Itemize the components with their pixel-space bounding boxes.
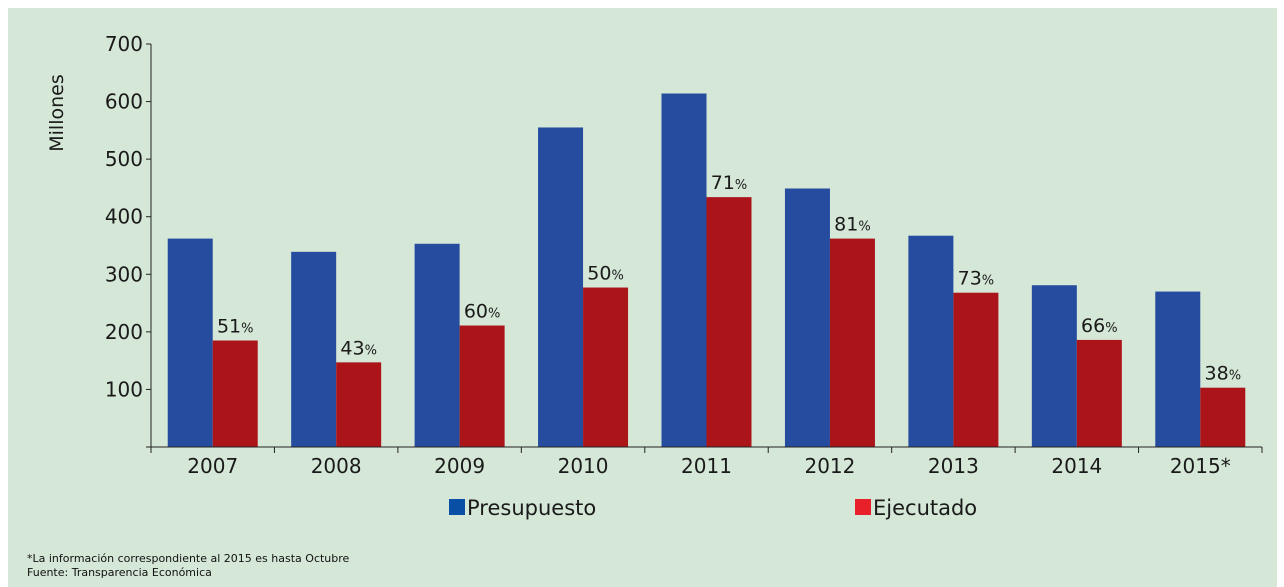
x-tick-label: 2012 xyxy=(804,454,855,478)
bar-presupuesto xyxy=(661,93,707,448)
footnotes: *La información correspondiente al 2015 … xyxy=(27,552,349,580)
x-tick-label: 2009 xyxy=(434,454,485,478)
x-tick-label: 2011 xyxy=(681,454,732,478)
bars: 51% 43% 60% 50% 71% 81% 73% 66% 38% xyxy=(167,93,1246,448)
bar-ejecutado xyxy=(1076,339,1122,447)
bar-presupuesto xyxy=(291,251,337,447)
y-tick-label: 100 xyxy=(105,377,143,401)
bar-ejecutado xyxy=(459,325,505,447)
footnote-date-range: *La información correspondiente al 2015 … xyxy=(27,552,350,565)
source-note: Fuente: Transparencia Económica xyxy=(27,566,212,579)
legend: Presupuesto Ejecutado xyxy=(449,496,977,520)
data-label: 60% xyxy=(464,301,501,323)
legend-label: Presupuesto xyxy=(467,496,596,520)
legend-presupuesto: Presupuesto xyxy=(449,496,596,520)
bar-ejecutado xyxy=(212,340,258,447)
x-tick-label: 2015* xyxy=(1170,454,1231,478)
x-tick-label: 2014 xyxy=(1051,454,1102,478)
y-tick-label: 700 xyxy=(105,32,143,56)
x-tick-label: 2013 xyxy=(928,454,979,478)
data-label: 81% xyxy=(834,214,871,236)
bar-ejecutado xyxy=(953,292,999,447)
data-label: 66% xyxy=(1081,315,1118,337)
x-tick-label: 2008 xyxy=(311,454,362,478)
data-label: 43% xyxy=(340,337,377,359)
bar-ejecutado xyxy=(706,197,752,447)
data-label: 71% xyxy=(711,172,748,194)
x-tick-label: 2007 xyxy=(187,454,238,478)
bar-presupuesto xyxy=(167,238,213,447)
data-label: 73% xyxy=(958,268,995,290)
y-tick-label: 600 xyxy=(105,90,143,114)
bar-presupuesto xyxy=(1155,291,1201,447)
bar-ejecutado xyxy=(829,238,875,447)
y-tick-label: 300 xyxy=(105,262,143,286)
data-label: 38% xyxy=(1205,363,1242,385)
y-tick-label: 400 xyxy=(105,205,143,229)
bar-presupuesto xyxy=(784,188,830,448)
y-tick-label: 500 xyxy=(105,147,143,171)
data-label: 51% xyxy=(217,315,254,337)
y-axis: 100 200 300 400 500 600 700 xyxy=(105,32,152,448)
y-tick-label: 200 xyxy=(105,320,143,344)
legend-swatch xyxy=(449,499,465,515)
legend-swatch xyxy=(855,499,871,515)
legend-label: Ejecutado xyxy=(873,496,977,520)
legend-ejecutado: Ejecutado xyxy=(855,496,977,520)
bar-presupuesto xyxy=(414,243,460,447)
bar-ejecutado xyxy=(336,362,382,447)
bar-ejecutado xyxy=(1200,387,1246,447)
bar-ejecutado xyxy=(583,287,629,447)
bar-presupuesto xyxy=(1031,285,1077,447)
y-axis-title: Millones xyxy=(46,74,68,151)
x-axis: 2007 2008 2009 2010 2011 2012 2013 2014 2015* xyxy=(150,446,1263,478)
bar-presupuesto xyxy=(538,127,584,447)
x-tick-label: 2010 xyxy=(558,454,609,478)
bar-presupuesto xyxy=(908,235,954,447)
data-label: 50% xyxy=(587,263,624,285)
